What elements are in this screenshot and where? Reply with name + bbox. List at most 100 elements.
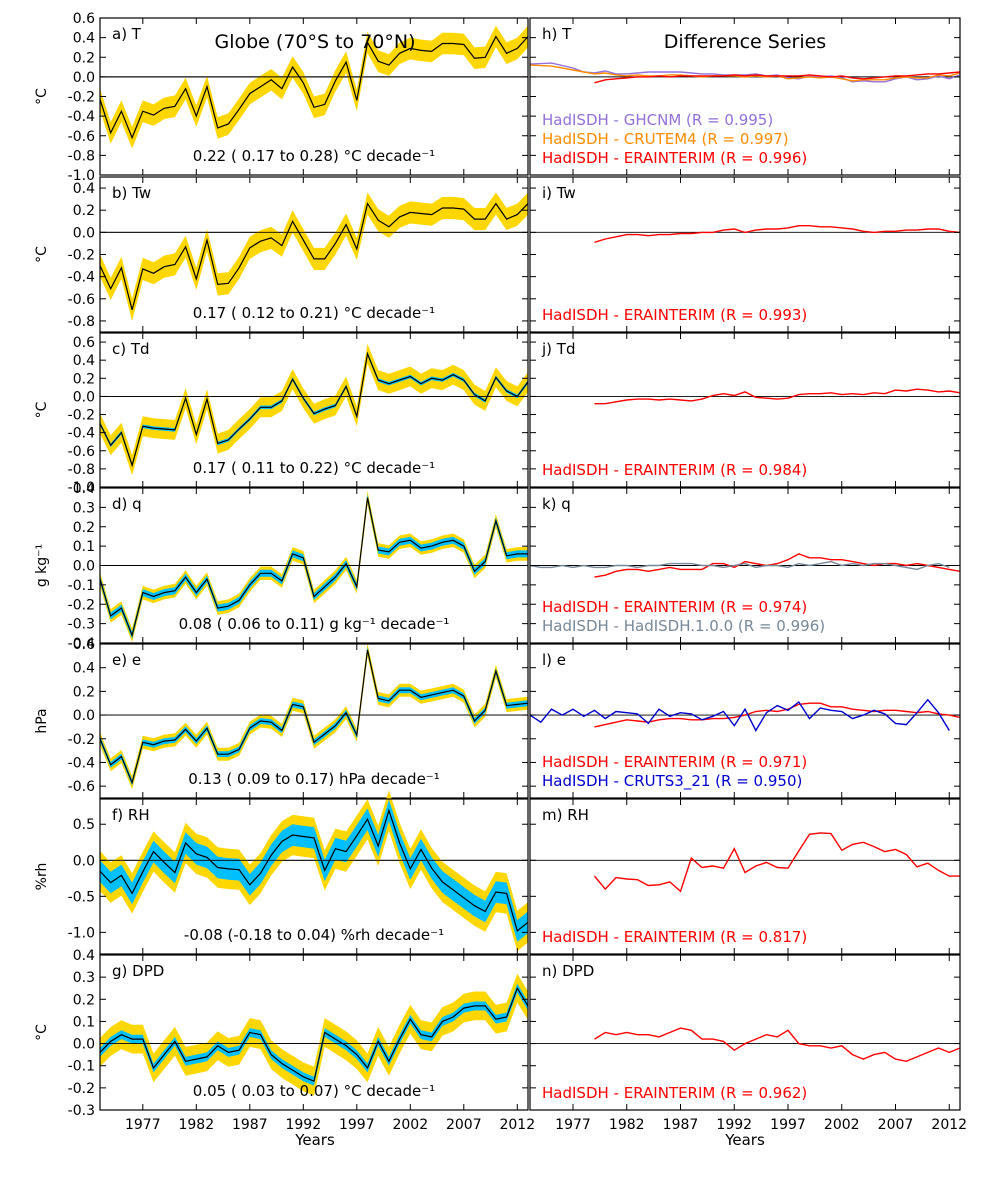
difference-series-line bbox=[594, 388, 961, 405]
uncertainty-band-outer bbox=[100, 790, 528, 952]
y-tick-label: 0.1 bbox=[73, 1014, 95, 1030]
y-tick-label: 0.2 bbox=[73, 992, 95, 1008]
trend-annotation: 0.17 ( 0.12 to 0.21) °C decade⁻¹ bbox=[193, 304, 435, 322]
difference-series-line bbox=[594, 553, 961, 578]
y-tick-label: 0.4 bbox=[73, 481, 95, 497]
panel-label: c) Td bbox=[112, 340, 150, 358]
y-tick-label: -0.8 bbox=[68, 462, 95, 478]
y-tick-label: 0.2 bbox=[73, 371, 95, 387]
panel-e: -0.6 -0.4 -0.2 0.0 0.2 0.4 0.6 hPa 0.13 ( 0.09 t… bbox=[34, 637, 529, 799]
y-tick-label: 0.4 bbox=[73, 661, 95, 677]
difference-series-line bbox=[594, 702, 961, 728]
series-line bbox=[99, 497, 528, 638]
legend-entry: HadISDH - ERAINTERIM (R = 0.984) bbox=[542, 461, 807, 479]
panel-frame bbox=[529, 798, 961, 955]
y-tick-label: 0.0 bbox=[73, 1037, 95, 1053]
legend-entry: HadISDH - GHCNM (R = 0.995) bbox=[542, 111, 773, 129]
legend-entry: HadISDH - ERAINTERIM (R = 0.996) bbox=[542, 149, 807, 167]
y-tick-label: 0.6 bbox=[73, 637, 95, 653]
panel-frame bbox=[529, 643, 961, 799]
panel-label: k) q bbox=[542, 495, 571, 513]
trend-annotation: 0.08 ( 0.06 to 0.11) g kg⁻¹ decade⁻¹ bbox=[179, 615, 450, 633]
panel-frame bbox=[529, 176, 961, 333]
panel-label: f) RH bbox=[112, 806, 150, 824]
panel-background bbox=[530, 644, 960, 798]
x-tick-label: 1982 bbox=[609, 1117, 645, 1133]
panel-frame bbox=[529, 487, 961, 644]
y-tick-label: -0.2 bbox=[68, 248, 95, 264]
y-axis-label: g kg⁻¹ bbox=[34, 544, 50, 587]
y-tick-label: 0.0 bbox=[73, 389, 95, 405]
x-tick-label: 1977 bbox=[555, 1117, 591, 1133]
x-tick-label: 2002 bbox=[392, 1117, 428, 1133]
y-tick-label: -0.2 bbox=[68, 90, 95, 106]
panel-i: HadISDH - ERAINTERIM (R = 0.993) i) Tw bbox=[529, 176, 961, 333]
difference-series-line bbox=[529, 62, 961, 83]
panel-a: -1.0 -0.8 -0.6 -0.4 -0.2 0.0 0.2 0.4 0.6 °C 0.22 (… bbox=[34, 11, 529, 184]
panel-frame bbox=[99, 17, 529, 176]
panel-f: -1.0 -0.5 0.0 0.5 %rh -0.08 (-0.18 to 0.04) %… bbox=[34, 790, 529, 955]
x-tick-label: 1992 bbox=[716, 1117, 752, 1133]
legend-entry: HadISDH - ERAINTERIM (R = 0.993) bbox=[542, 306, 807, 324]
y-axis-label: °C bbox=[34, 401, 50, 418]
y-tick-label: 0.3 bbox=[73, 500, 95, 516]
y-tick-label: 0.4 bbox=[73, 181, 95, 197]
x-tick-label: 2012 bbox=[931, 1117, 967, 1133]
y-tick-label: -0.3 bbox=[68, 617, 95, 633]
y-axis-label: °C bbox=[34, 246, 50, 263]
y-tick-label: -0.8 bbox=[68, 314, 95, 330]
panel-g: -0.3 -0.2 -0.1 0.0 0.1 0.2 0.3 0.4 °C 0.05 ( 0.03… bbox=[34, 948, 535, 1133]
x-axis-label-left: Years bbox=[294, 1131, 335, 1149]
y-tick-label: 0.4 bbox=[73, 353, 95, 369]
x-tick-label: 1992 bbox=[285, 1117, 321, 1133]
legend-entry: HadISDH - CRUTEM4 (R = 0.997) bbox=[542, 130, 789, 148]
panel-j: HadISDH - ERAINTERIM (R = 0.984) j) Td bbox=[529, 332, 961, 488]
panel-frame bbox=[99, 332, 529, 488]
difference-series-line bbox=[529, 64, 961, 82]
difference-series-line bbox=[594, 225, 961, 243]
y-axis-label: %rh bbox=[34, 863, 50, 891]
panel-label: d) q bbox=[112, 495, 142, 513]
x-tick-label: 2007 bbox=[878, 1117, 914, 1133]
panel-frame bbox=[529, 954, 961, 1111]
panel-b: -0.8 -0.6 -0.4 -0.2 0.0 0.2 0.4 °C 0.17 ( 0.12 t… bbox=[34, 176, 529, 333]
y-tick-label: 0.4 bbox=[73, 31, 95, 47]
legend-entry: HadISDH - CRUTS3_21 (R = 0.950) bbox=[542, 772, 802, 791]
panel-n: HadISDH - ERAINTERIM (R = 0.962) 1977 1982… bbox=[529, 954, 967, 1133]
panel-frame bbox=[99, 643, 529, 799]
trend-annotation: 0.17 ( 0.11 to 0.22) °C decade⁻¹ bbox=[193, 459, 435, 477]
difference-series-line bbox=[529, 698, 950, 732]
y-tick-label: 0.6 bbox=[73, 335, 95, 351]
y-axis-label: °C bbox=[34, 88, 50, 105]
y-tick-label: -1.0 bbox=[68, 168, 95, 184]
y-tick-label: -0.6 bbox=[68, 129, 95, 145]
y-tick-label: 0.0 bbox=[73, 225, 95, 241]
y-tick-label: -0.6 bbox=[68, 444, 95, 460]
y-tick-label: -0.4 bbox=[68, 426, 95, 442]
y-tick-label: -0.1 bbox=[68, 1059, 95, 1075]
uncertainty-band-outer bbox=[100, 973, 528, 1096]
y-tick-label: 0.4 bbox=[73, 948, 95, 964]
x-tick-label: 1987 bbox=[232, 1117, 268, 1133]
y-axis-label: hPa bbox=[34, 708, 50, 733]
x-tick-label: 1997 bbox=[770, 1117, 806, 1133]
figure-title: Globe (70°S to 70°N) bbox=[214, 31, 415, 53]
panel-l: HadISDH - ERAINTERIM (R = 0.971)HadISDH … bbox=[529, 643, 961, 799]
y-axis-label: °C bbox=[34, 1024, 50, 1041]
panel-label: e) e bbox=[112, 651, 141, 669]
y-tick-label: 0.6 bbox=[73, 11, 95, 27]
y-tick-label: -0.2 bbox=[68, 408, 95, 424]
panel-c: -1.0 -0.8 -0.6 -0.4 -0.2 0.0 0.2 0.4 0.6 °C 0.17 (… bbox=[34, 332, 529, 496]
panel-background bbox=[530, 333, 960, 487]
y-tick-label: -0.2 bbox=[68, 732, 95, 748]
difference-series-line bbox=[594, 1027, 961, 1063]
difference-series-title: Difference Series bbox=[664, 31, 826, 53]
difference-series-line bbox=[593, 832, 960, 893]
panel-frame bbox=[99, 798, 529, 955]
y-tick-label: -0.4 bbox=[68, 755, 95, 771]
y-tick-label: 0.0 bbox=[73, 708, 95, 724]
panel-label: b) Tw bbox=[112, 184, 151, 202]
y-tick-label: -0.8 bbox=[68, 148, 95, 164]
difference-series-line bbox=[594, 71, 961, 84]
